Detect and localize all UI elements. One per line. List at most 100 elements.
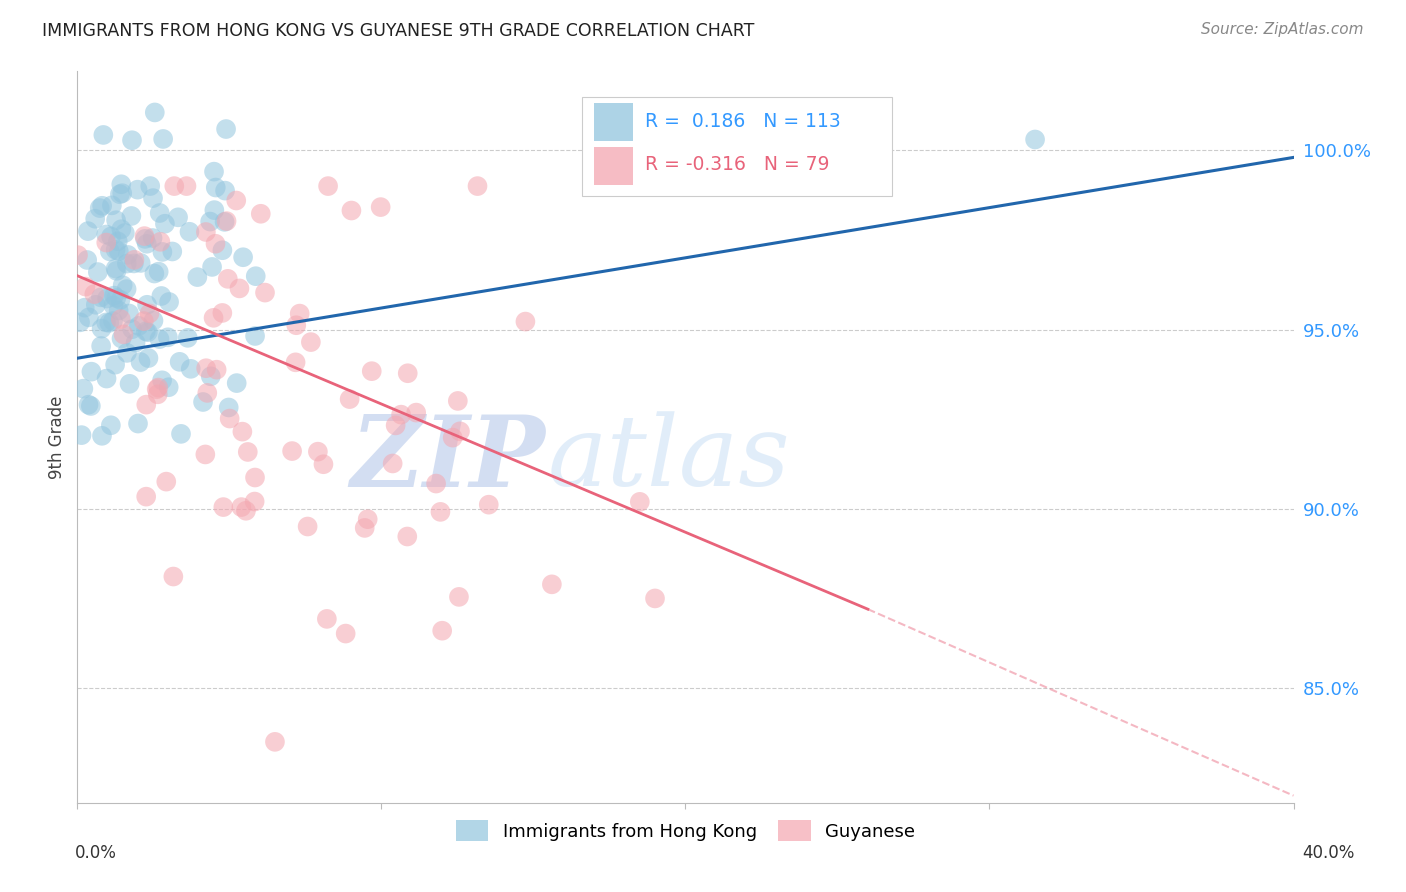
Point (124, 252, 146, 267)
Point (96, 371, 118, 385)
Point (134, 232, 156, 246)
Point (96, 227, 118, 242)
Point (111, 278, 134, 293)
Point (1024, 132, 1046, 146)
Point (104, 243, 127, 257)
Point (148, 265, 170, 279)
Point (135, 324, 157, 338)
Point (176, 179, 198, 194)
Point (202, 203, 225, 218)
Point (228, 281, 250, 295)
Point (139, 179, 162, 194)
Point (96, 292, 118, 306)
Point (243, 329, 266, 343)
Point (191, 395, 214, 409)
Point (73, 301, 96, 315)
Point (105, 291, 128, 305)
Point (315, 612, 337, 626)
FancyBboxPatch shape (582, 97, 893, 195)
Point (167, 211, 190, 225)
Point (357, 512, 380, 526)
Point (150, 289, 173, 303)
FancyBboxPatch shape (595, 146, 633, 185)
Point (316, 179, 339, 194)
Point (215, 122, 238, 136)
Point (146, 387, 169, 401)
Point (177, 331, 200, 345)
Point (370, 200, 392, 214)
Point (142, 191, 165, 205)
Point (107, 244, 129, 259)
Point (212, 500, 235, 514)
Point (110, 312, 132, 326)
Point (198, 214, 221, 228)
Point (148, 332, 170, 346)
Point (360, 364, 382, 378)
Point (447, 393, 470, 408)
Point (405, 406, 427, 420)
Point (384, 418, 406, 433)
Point (169, 355, 191, 369)
Point (91, 429, 114, 443)
Point (90, 321, 112, 335)
Point (202, 310, 225, 325)
Point (132, 314, 155, 328)
Point (77, 224, 100, 238)
Point (90, 339, 112, 353)
Point (217, 272, 239, 286)
Point (430, 624, 453, 638)
Text: atlas: atlas (548, 411, 790, 507)
Point (201, 260, 224, 274)
Point (157, 380, 180, 394)
Point (142, 313, 165, 327)
Point (138, 306, 160, 320)
Point (202, 164, 225, 178)
Point (194, 447, 217, 461)
Point (162, 244, 184, 259)
Point (101, 198, 124, 212)
Point (204, 236, 226, 251)
Point (515, 315, 537, 329)
Point (118, 376, 141, 391)
Point (105, 213, 128, 227)
Point (339, 392, 361, 406)
Point (425, 476, 447, 491)
Point (225, 194, 247, 208)
Point (396, 529, 419, 543)
Point (396, 366, 419, 380)
Point (91, 199, 114, 213)
Point (149, 206, 172, 220)
Point (87, 265, 110, 279)
Point (135, 490, 157, 504)
Point (127, 417, 149, 431)
Point (110, 178, 132, 192)
Point (447, 590, 470, 604)
Point (340, 203, 363, 218)
Point (628, 495, 651, 509)
Point (121, 133, 143, 147)
Point (135, 398, 157, 412)
Point (231, 425, 253, 439)
Point (129, 355, 152, 369)
Point (152, 244, 174, 259)
Point (104, 358, 127, 372)
Point (307, 444, 329, 458)
Point (134, 229, 156, 244)
Point (204, 180, 226, 194)
Point (163, 179, 186, 194)
Point (93, 128, 115, 142)
Point (218, 411, 240, 425)
Point (143, 267, 166, 281)
Point (127, 183, 149, 197)
Point (138, 351, 160, 365)
Point (110, 331, 132, 345)
Point (105, 264, 128, 278)
Point (243, 494, 266, 508)
Point (110, 293, 132, 307)
Point (122, 256, 145, 270)
Point (211, 306, 233, 320)
Point (299, 335, 322, 350)
Point (467, 179, 489, 194)
Legend: Immigrants from Hong Kong, Guyanese: Immigrants from Hong Kong, Guyanese (450, 814, 921, 847)
Point (83, 287, 105, 301)
